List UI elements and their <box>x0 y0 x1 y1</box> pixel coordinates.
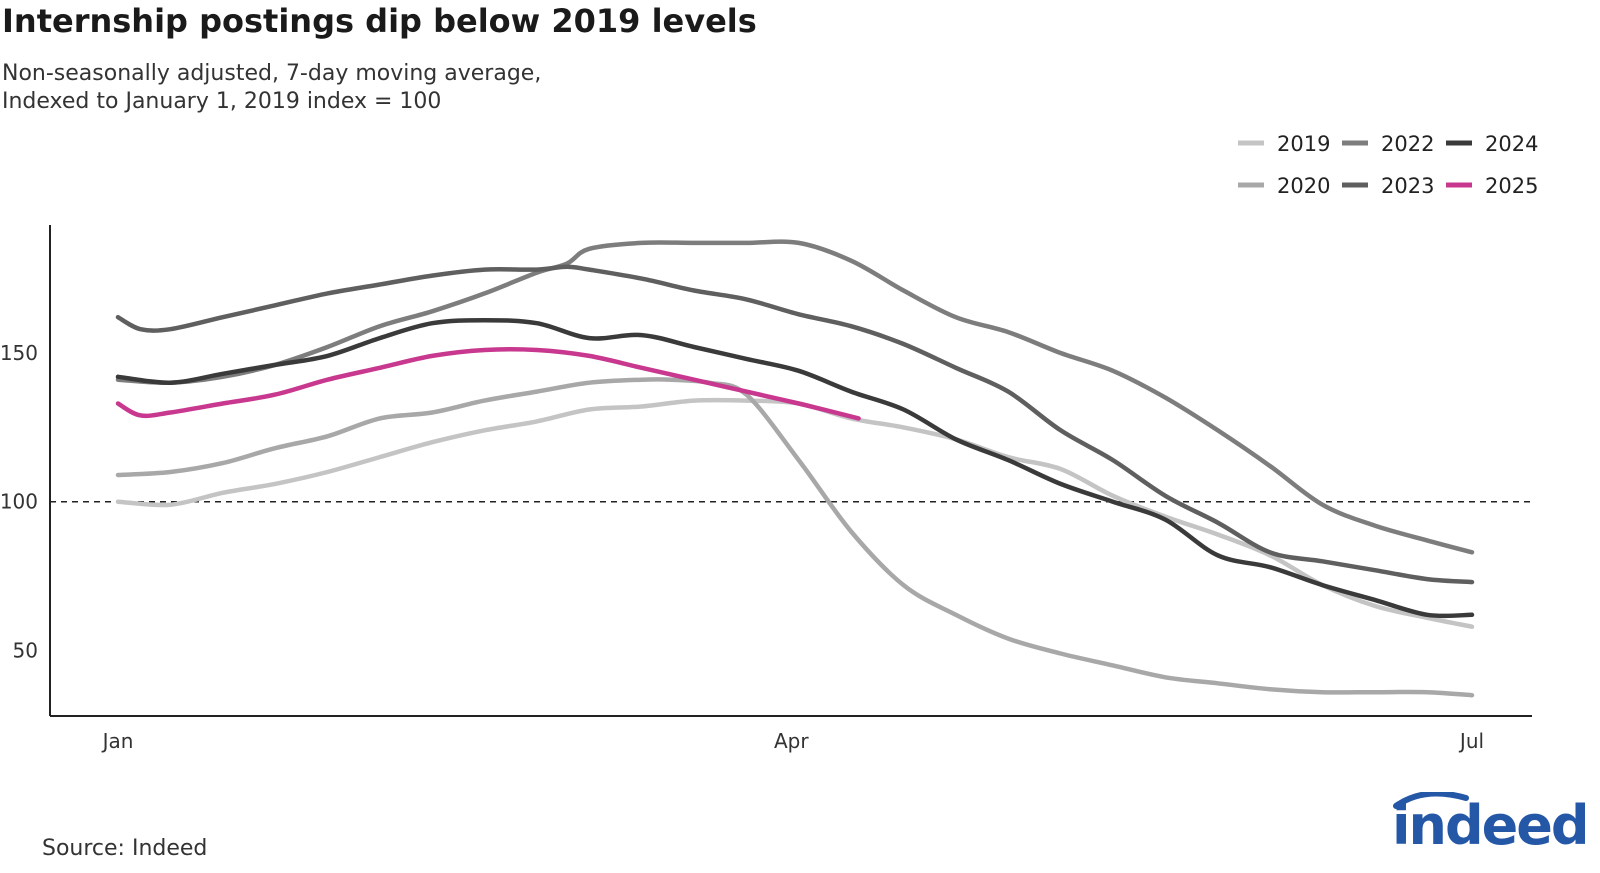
indeed-logo: indeed <box>1384 792 1590 864</box>
y-tick-label: 100 <box>0 490 38 514</box>
legend-label-2024: 2024 <box>1485 132 1538 156</box>
chart-title: Internship postings dip below 2019 level… <box>2 2 757 40</box>
subtitle-line-1: Non-seasonally adjusted, 7-day moving av… <box>2 61 542 86</box>
x-tick-label: Jan <box>101 729 134 753</box>
y-tick-label: 150 <box>0 341 38 365</box>
series-line-2025 <box>115 347 861 421</box>
legend-label-2020: 2020 <box>1277 174 1330 198</box>
series-line-2023 <box>115 264 1475 585</box>
y-tick-label: 50 <box>13 639 38 663</box>
chart-subtitle: Non-seasonally adjusted, 7-day moving av… <box>2 60 541 116</box>
legend-label-2022: 2022 <box>1381 132 1434 156</box>
legend-label-2025: 2025 <box>1485 174 1538 198</box>
series-line-2020 <box>115 377 1475 698</box>
x-tick-label: Apr <box>774 729 809 753</box>
source-note: Source: Indeed <box>42 836 208 861</box>
logo-text: indeed <box>1392 794 1590 857</box>
series-line-2022 <box>115 239 1475 555</box>
legend-label-2023: 2023 <box>1381 174 1434 198</box>
legend-label-2019: 2019 <box>1277 132 1330 156</box>
logo-arc-icon <box>1393 792 1469 809</box>
x-tick-label: Jul <box>1458 729 1484 753</box>
series-line-2019 <box>115 397 1475 629</box>
series-line-2024 <box>115 317 1475 619</box>
subtitle-line-2: Indexed to January 1, 2019 index = 100 <box>2 89 442 114</box>
